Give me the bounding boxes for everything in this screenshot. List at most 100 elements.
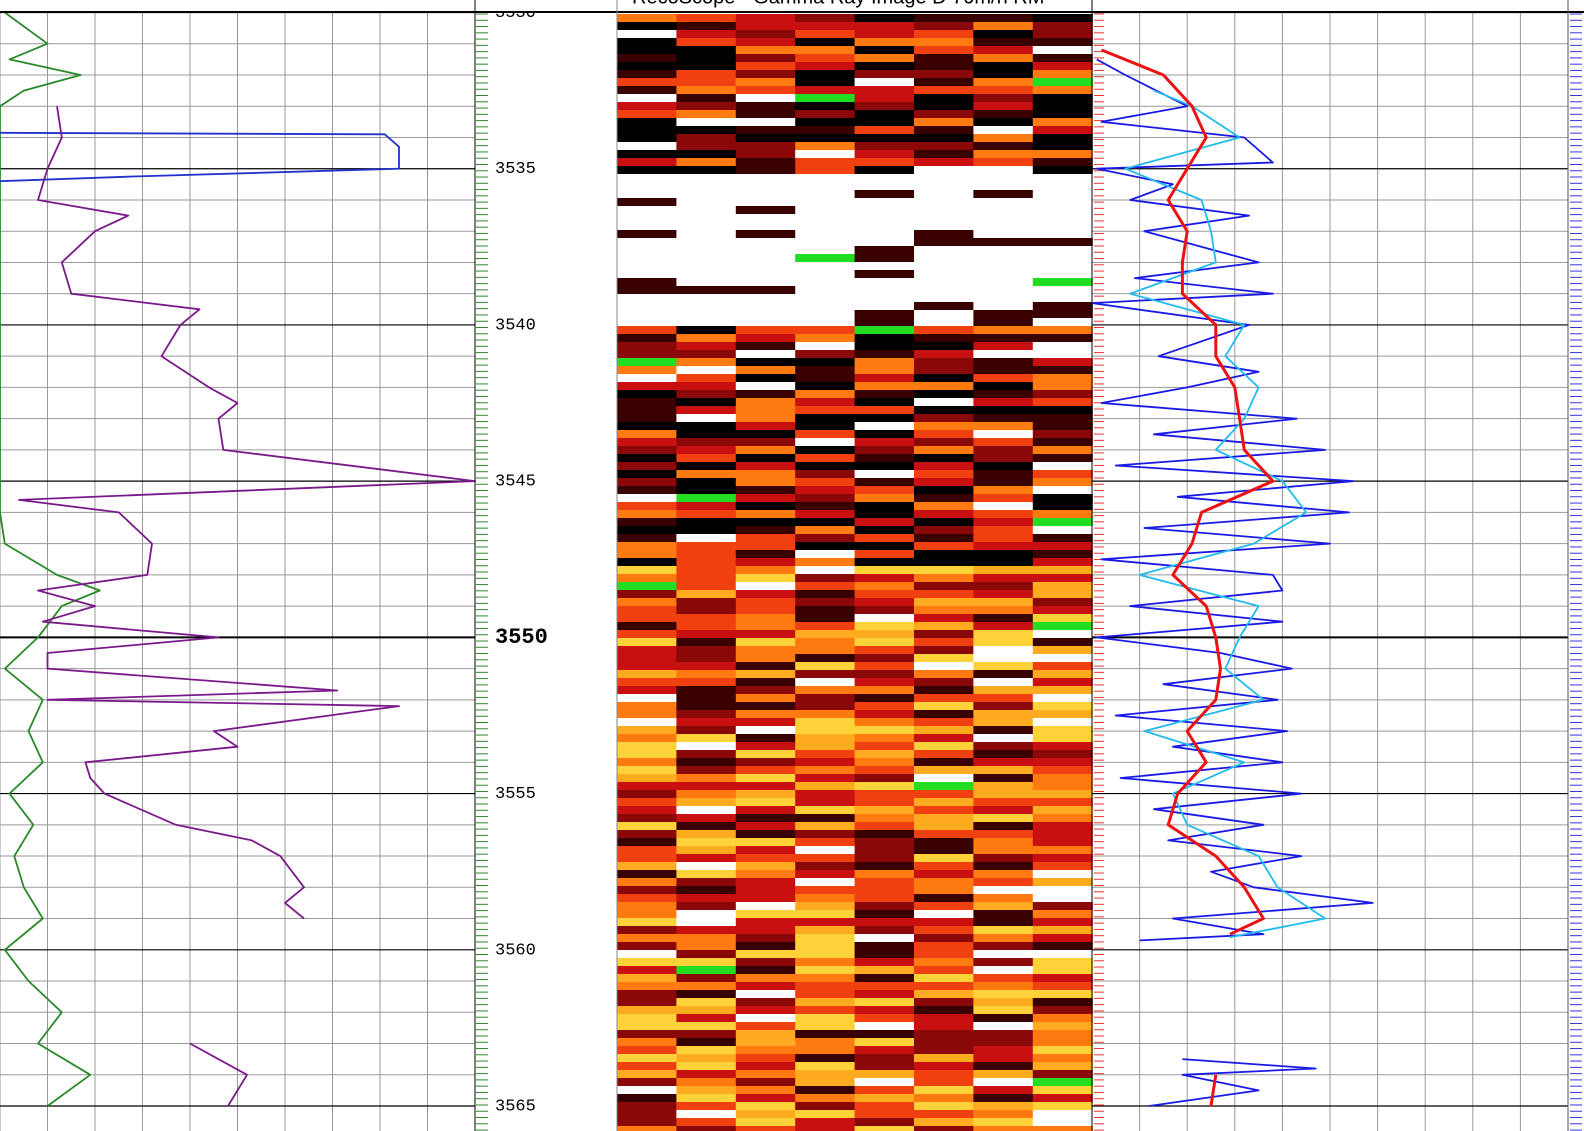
image-cell [617,358,677,366]
image-cell [735,654,796,662]
image-cell [914,310,974,318]
image-cell [617,502,677,510]
image-cell [735,334,796,342]
image-cell [795,878,856,886]
image-cell [735,726,796,734]
image-cell [735,782,796,790]
image-cell [914,990,974,998]
image-cell [735,734,796,742]
image-cell [854,1078,915,1086]
image-cell [676,686,737,694]
image-cell [1032,486,1093,494]
image-cell [735,1014,796,1022]
image-cell [795,62,856,70]
image-cell [1032,238,1093,246]
image-cell [914,366,974,374]
image-cell [735,110,796,118]
image-cell [1032,974,1093,982]
image-cell [617,638,677,646]
image-cell [617,814,677,822]
image-cell [854,102,915,110]
image-cell [735,862,796,870]
image-cell [854,686,915,694]
image-cell [617,646,677,654]
image-cell [795,926,856,934]
image-cell [735,566,796,574]
image-cell [676,438,737,446]
image-cell [676,166,737,174]
image-cell [735,526,796,534]
image-cell [795,638,856,646]
image-cell [617,374,677,382]
image-cell [617,798,677,806]
image-cell [854,766,915,774]
image-cell [735,774,796,782]
image-cell [735,902,796,910]
image-cell [914,574,974,582]
image-cell [973,894,1034,902]
image-cell [735,894,796,902]
image-cell [973,998,1034,1006]
image-cell [1032,870,1093,878]
image-cell [735,294,796,302]
image-cell [1032,742,1093,750]
image-cell [914,414,974,422]
image-cell [735,798,796,806]
image-cell [914,174,974,182]
image-cell [1032,1046,1093,1054]
image-cell [973,86,1034,94]
image-cell [1032,686,1093,694]
image-cell [914,734,974,742]
image-cell [1032,734,1093,742]
image-cell [735,614,796,622]
image-cell [854,414,915,422]
image-cell [676,950,737,958]
image-cell [735,974,796,982]
image-cell [676,806,737,814]
image-cell [676,1110,737,1118]
image-cell [617,606,677,614]
image-cell [973,166,1034,174]
image-cell [676,558,737,566]
image-cell [973,14,1034,22]
image-cell [973,734,1034,742]
image-cell [973,38,1034,46]
image-cell [617,350,677,358]
image-cell [854,894,915,902]
image-cell [1032,550,1093,558]
image-cell [973,374,1034,382]
image-cell [854,934,915,942]
image-cell [795,814,856,822]
image-cell [854,726,915,734]
image-cell [973,126,1034,134]
image-cell [973,158,1034,166]
image-cell [676,926,737,934]
image-cell [914,294,974,302]
image-cell [854,822,915,830]
image-cell [617,470,677,478]
image-cell [1032,158,1093,166]
image-cell [617,118,677,126]
image-cell [973,222,1034,230]
image-cell [1032,302,1093,310]
image-cell [973,606,1034,614]
image-cell [795,742,856,750]
image-cell [914,822,974,830]
image-cell [617,150,677,158]
image-cell [617,422,677,430]
image-cell [795,942,856,950]
image-cell [795,478,856,486]
image-cell [1032,886,1093,894]
image-cell [617,142,677,150]
image-cell [676,942,737,950]
image-cell [914,422,974,430]
image-cell [854,910,915,918]
image-cell [676,486,737,494]
image-cell [914,766,974,774]
image-cell [854,342,915,350]
image-cell [617,14,677,22]
image-cell [676,1046,737,1054]
image-cell [1032,390,1093,398]
image-cell [676,142,737,150]
image-cell [795,830,856,838]
